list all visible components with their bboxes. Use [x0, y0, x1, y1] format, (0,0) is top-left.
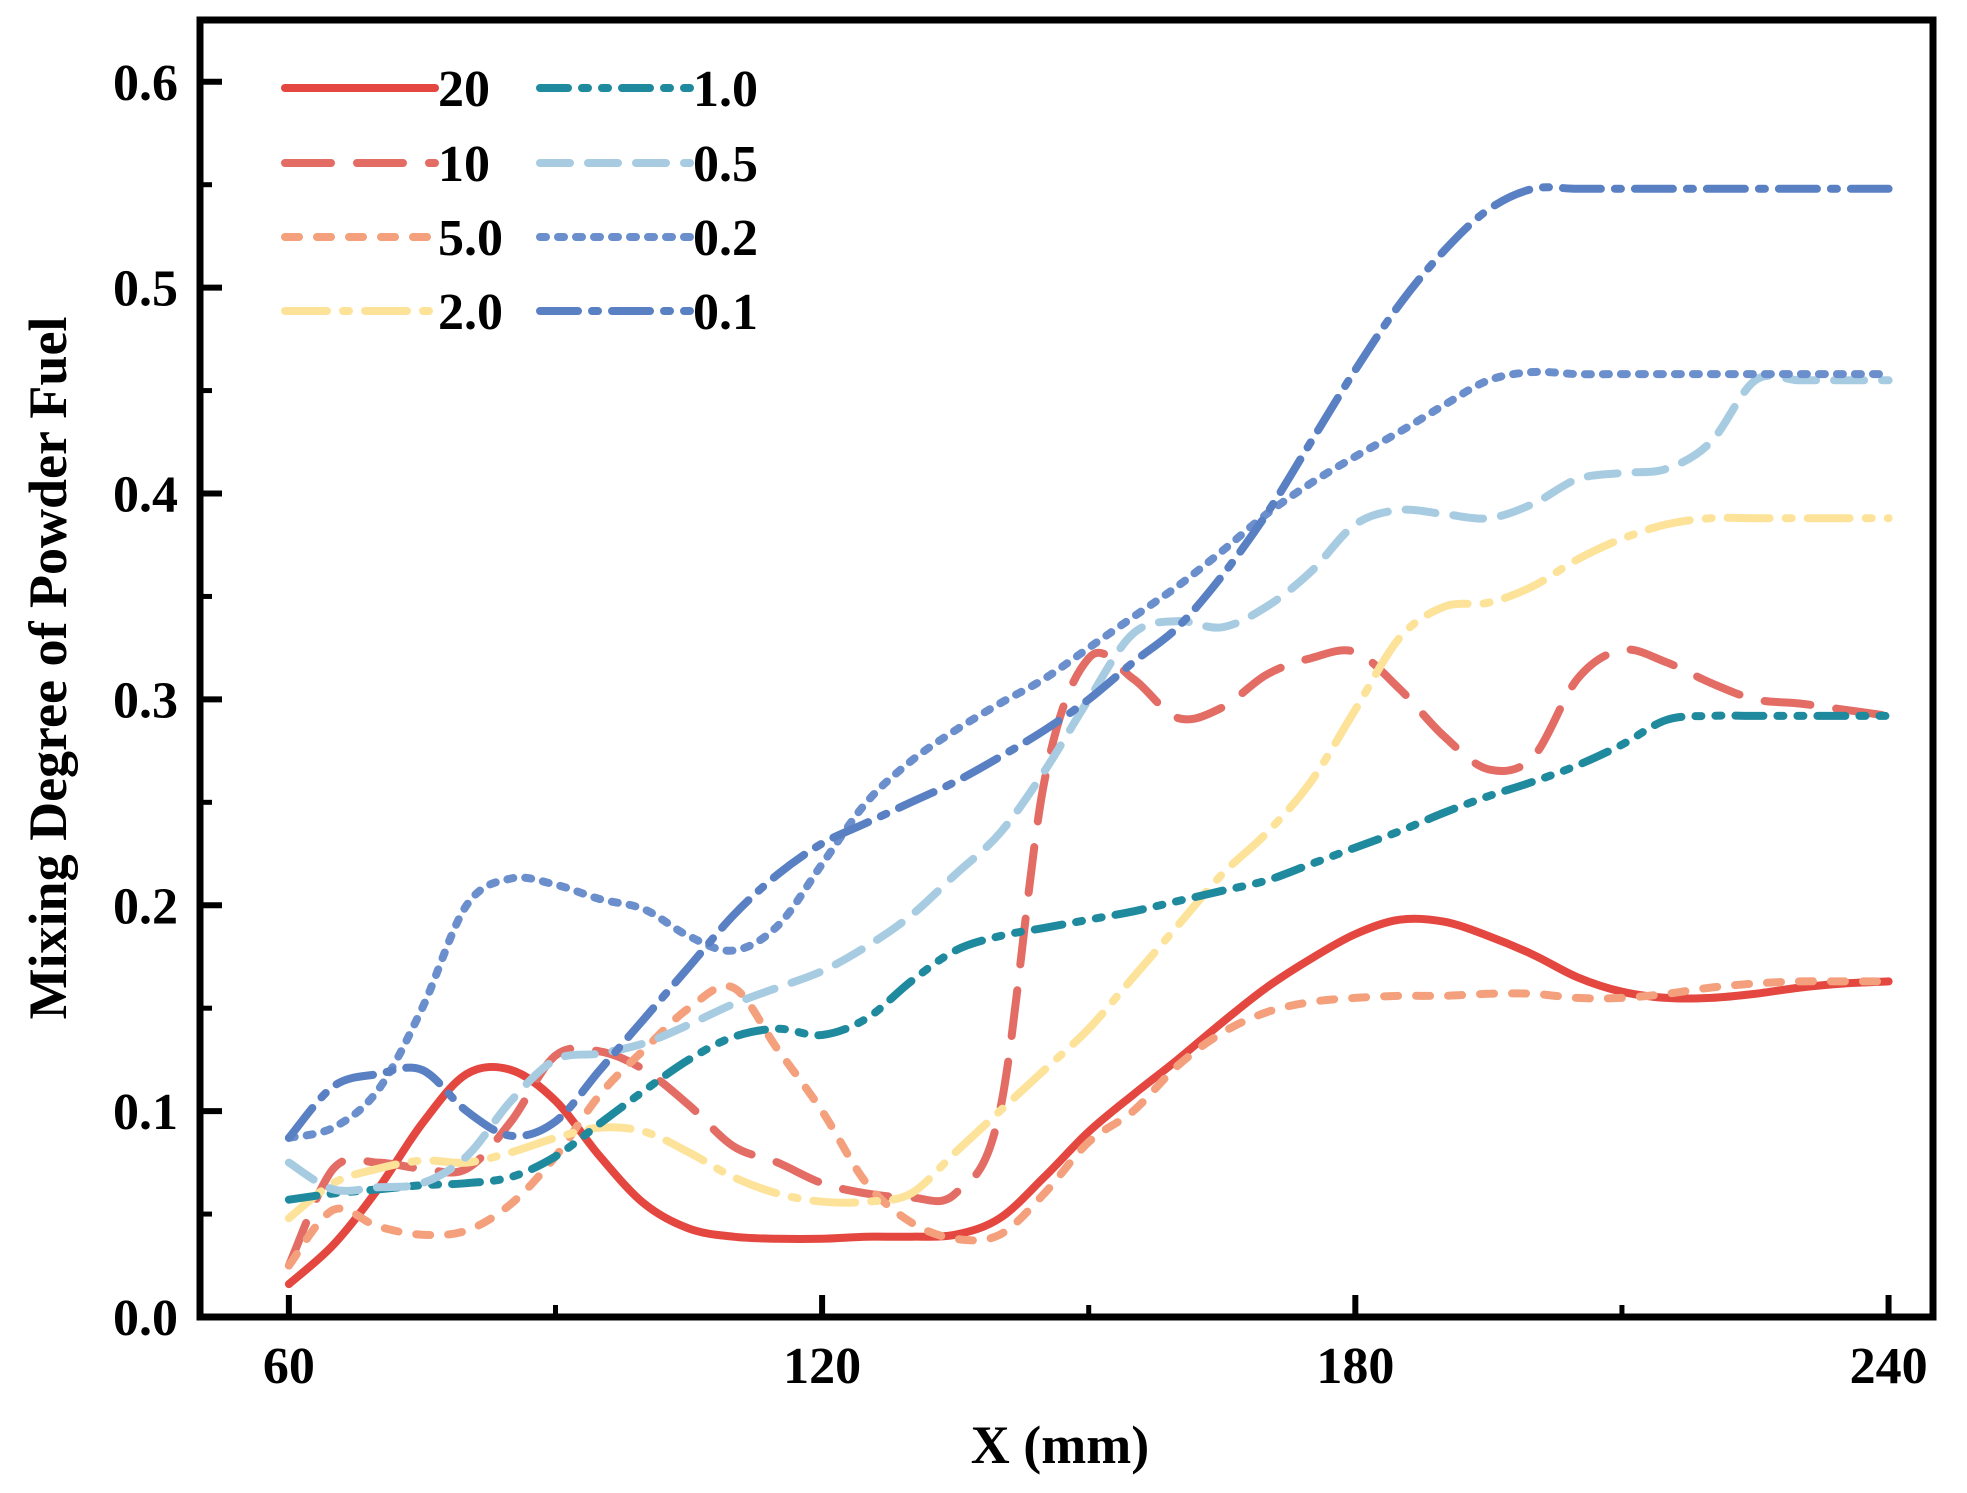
- legend-label-0-5: 0.5: [693, 136, 758, 193]
- x-axis-title: X (mm): [971, 1415, 1149, 1475]
- y-tick-label: 0.0: [113, 1290, 178, 1347]
- legend-label-1-0: 1.0: [693, 61, 758, 118]
- axis-layer: 60 120 180 240 0.0 0.1 0.2 0.3 0.4 0.5 0.6: [113, 55, 1928, 1395]
- series-line-20: [284, 914, 1893, 1289]
- y-tick-label: 0.1: [113, 1084, 178, 1141]
- series-line-0-1: [284, 183, 1893, 1142]
- legend-label-10: 10: [438, 136, 490, 193]
- x-tick-label: 60: [263, 1338, 315, 1395]
- series-line-0-2: [284, 367, 1893, 1142]
- y-tick-label: 0.5: [113, 261, 178, 318]
- legend: 20 10 5.0 2.0 1.0 0.5 0.2 0.1: [281, 61, 758, 341]
- y-axis-title: Mixing Degree of Powder Fuel: [18, 317, 78, 1020]
- legend-label-5-0: 5.0: [438, 210, 503, 267]
- legend-label-20: 20: [438, 61, 490, 118]
- plot-frame: [196, 16, 1937, 1321]
- legend-label-0-2: 0.2: [693, 210, 758, 267]
- legend-label-2-0: 2.0: [438, 284, 503, 341]
- series-line-10: [284, 645, 1893, 1270]
- series-line-0-5: [284, 371, 1893, 1195]
- series-line-1-0: [284, 711, 1893, 1204]
- x-tick-label: 180: [1316, 1338, 1394, 1395]
- x-tick-label: 240: [1850, 1338, 1928, 1395]
- y-tick-label: 0.4: [113, 467, 178, 524]
- x-tick-label: 120: [783, 1338, 861, 1395]
- series-line-2-0: [284, 513, 1893, 1223]
- series-layer: [284, 183, 1893, 1289]
- y-tick-label: 0.2: [113, 878, 178, 935]
- legend-label-0-1: 0.1: [693, 284, 758, 341]
- y-tick-label: 0.3: [113, 672, 178, 729]
- y-tick-label: 0.6: [113, 55, 178, 112]
